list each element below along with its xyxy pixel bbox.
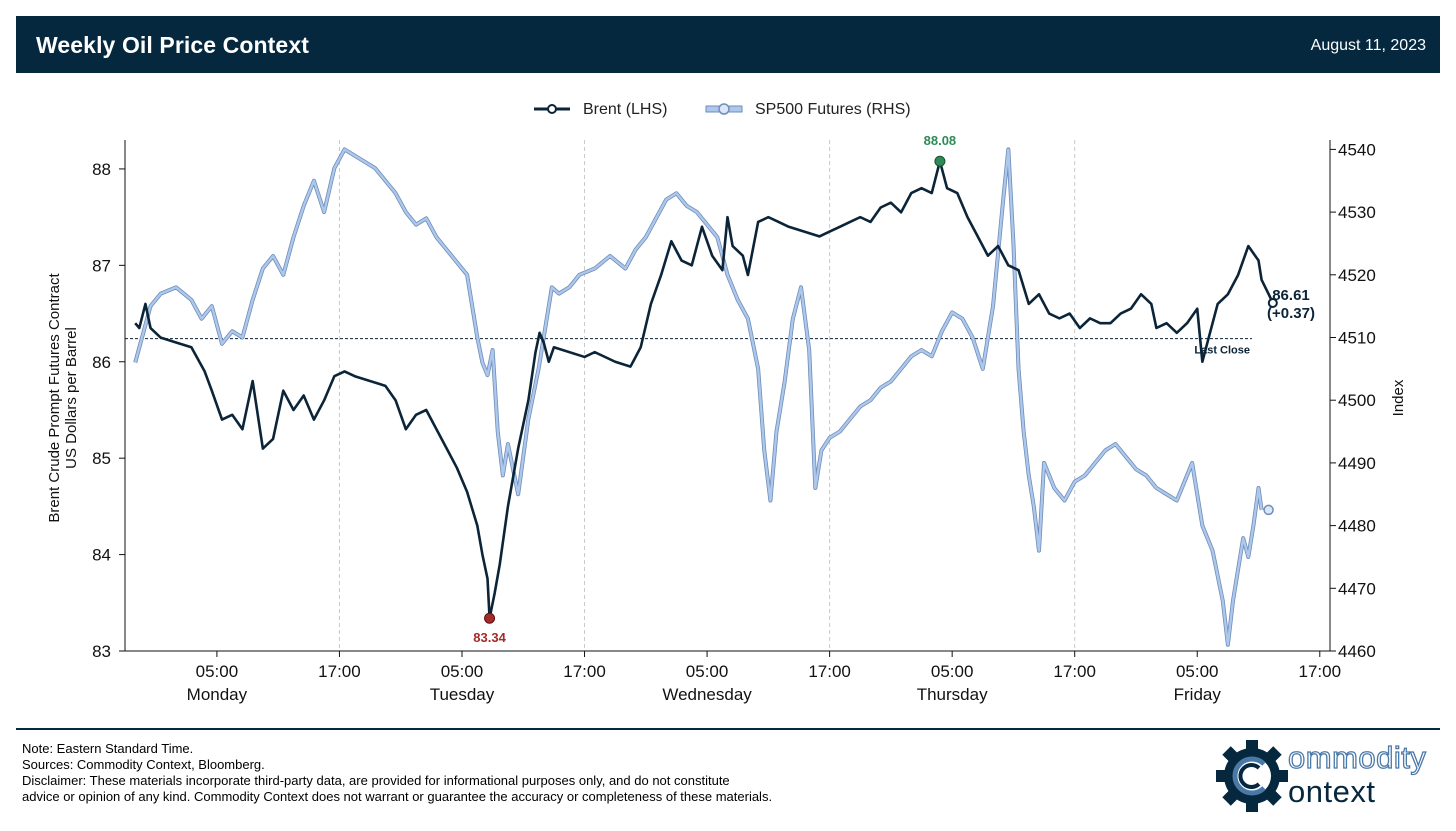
note-disclaimer-1: Disclaimer: These materials incorporate …	[22, 773, 730, 788]
x-tick-time-label: 17:00	[1299, 662, 1342, 681]
gridlines	[125, 140, 1252, 651]
x-tick-time-label: 17:00	[318, 662, 361, 681]
sp500-line	[134, 148, 1263, 646]
last-close-label: Last Close	[1194, 345, 1250, 357]
note-sources: Sources: Commodity Context, Bloomberg.	[22, 757, 265, 772]
x-tick-time-label: 17:00	[1053, 662, 1096, 681]
x-tick-day-label: Friday	[1174, 685, 1222, 704]
right-tick-label: 4460	[1338, 642, 1376, 661]
brent-last-marker	[1267, 297, 1278, 308]
report-date: August 11, 2023	[1310, 37, 1426, 54]
legend-brent-marker	[547, 104, 557, 114]
legend-sp500-marker	[718, 103, 730, 115]
x-tick-time-label: 05:00	[931, 662, 974, 681]
brent-last-value: 86.61	[1272, 287, 1310, 304]
logo-word-context: ontext	[1288, 774, 1376, 809]
oil-price-chart: 83 84 85 86 87 88 4460 4470 4480 4490 4500 4510 4520…	[46, 101, 1407, 704]
left-tick-label: 85	[92, 449, 111, 468]
x-tick-time-label: 05:00	[196, 662, 239, 681]
x-tick-time-label: 05:00	[1176, 662, 1219, 681]
axes: 83 84 85 86 87 88 4460 4470 4480 4490 4500 4510 4520…	[92, 140, 1376, 704]
left-tick-label: 83	[92, 642, 111, 661]
brent-last-change: (+0.37)	[1267, 305, 1315, 322]
x-tick-day-label: Monday	[187, 685, 248, 704]
right-tick-label: 4480	[1338, 517, 1376, 536]
right-tick-label: 4500	[1338, 391, 1376, 410]
x-tick-time-label: 17:00	[563, 662, 606, 681]
right-axis-title: Index	[1390, 379, 1407, 416]
commodity-context-logo: ommodity ontext	[1208, 734, 1440, 814]
left-tick-label: 84	[92, 546, 111, 565]
x-tick-time-label: 05:00	[686, 662, 729, 681]
footer-divider	[16, 728, 1440, 730]
right-tick-label: 4540	[1338, 140, 1376, 159]
low-marker	[484, 612, 496, 624]
header-bar: Weekly Oil Price Context August 11, 2023	[16, 16, 1440, 73]
note-timezone: Note: Eastern Standard Time.	[22, 741, 194, 756]
high-label: 88.08	[924, 133, 957, 148]
x-tick-time-label: 17:00	[808, 662, 851, 681]
sp500-series	[133, 147, 1264, 647]
low-label: 83.34	[473, 630, 506, 645]
left-tick-label: 88	[92, 160, 111, 179]
left-axis-title-line2: US Dollars per Barrel	[63, 327, 80, 469]
x-tick-time-label: 05:00	[441, 662, 484, 681]
x-tick-day-label: Wednesday	[662, 685, 752, 704]
annotations: Last Close 88.08 83.34 86.61(+0.37)	[473, 133, 1315, 645]
left-tick-label: 87	[92, 256, 111, 275]
right-tick-label: 4520	[1338, 266, 1376, 285]
brent-series	[134, 159, 1274, 620]
page-title: Weekly Oil Price Context	[36, 32, 309, 58]
right-tick-label: 4510	[1338, 329, 1376, 348]
legend-brent-label: Brent (LHS)	[583, 101, 667, 118]
left-axis-title-line1: Brent Crude Prompt Futures Contract	[46, 273, 63, 523]
left-tick-label: 86	[92, 353, 111, 372]
high-marker	[934, 155, 946, 167]
right-tick-label: 4530	[1338, 203, 1376, 222]
x-tick-day-label: Thursday	[917, 685, 988, 704]
legend: Brent (LHS) SP500 Futures (RHS)	[534, 101, 911, 118]
right-tick-label: 4490	[1338, 454, 1376, 473]
gear-logo-icon	[1216, 740, 1288, 812]
right-tick-label: 4470	[1338, 579, 1376, 598]
logo-word-commodity: ommodity	[1287, 739, 1427, 775]
legend-sp500-label: SP500 Futures (RHS)	[755, 101, 911, 118]
x-tick-day-label: Tuesday	[430, 685, 495, 704]
note-disclaimer-2: advice or opinion of any kind. Commodity…	[22, 789, 773, 804]
footer-notes: Note: Eastern Standard Time. Sources: Co…	[22, 741, 1022, 805]
brent-line	[134, 159, 1274, 620]
sp500-last-marker	[1263, 504, 1274, 516]
